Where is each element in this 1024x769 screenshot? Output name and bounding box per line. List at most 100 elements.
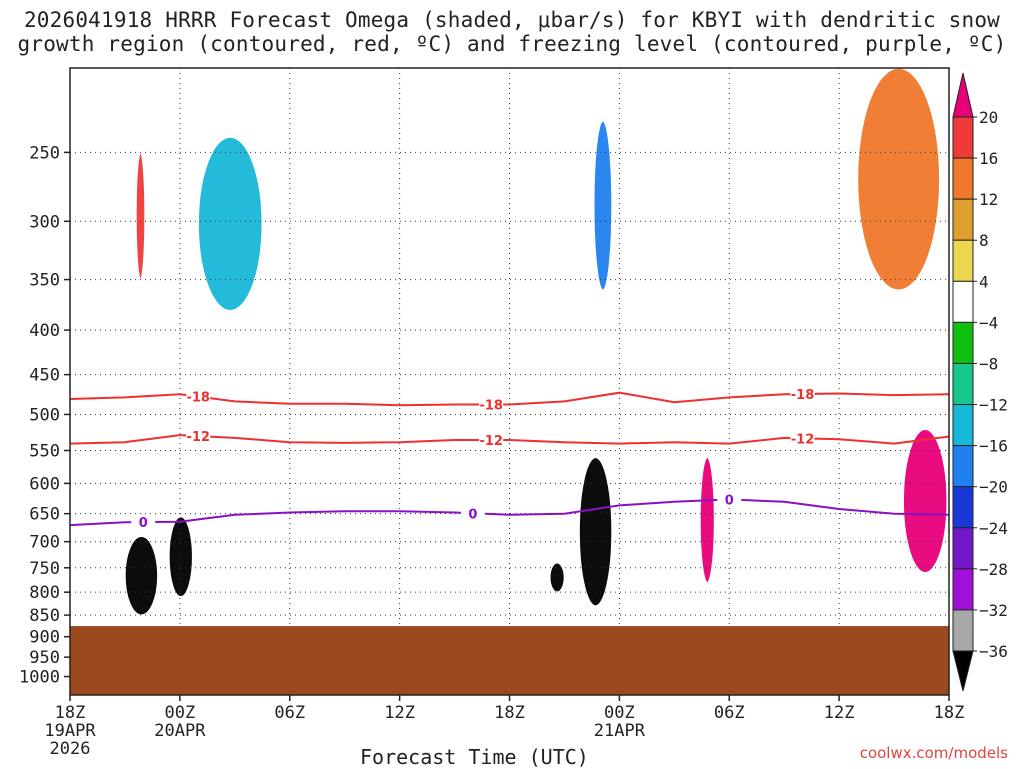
colorbar-label-5: −4 xyxy=(979,313,998,332)
y-tick-label-300: 300 xyxy=(29,212,60,232)
contour-label-1-1: -12 xyxy=(479,434,503,449)
contour-label-2-2: 0 xyxy=(725,493,734,508)
x-tick-label-18: 12Z xyxy=(384,703,415,723)
plot-background xyxy=(70,68,949,695)
colorbar-label-13: −36 xyxy=(979,642,1008,661)
omega-cell-4 xyxy=(135,151,146,281)
y-tick-label-1000: 1000 xyxy=(19,668,60,688)
colorbar-box-8 xyxy=(952,445,974,488)
x-tick-label-24: 18Z xyxy=(494,703,525,723)
colorbar-label-11: −28 xyxy=(979,560,1008,579)
colorbar-box-6 xyxy=(952,362,974,406)
terrain-below-ground xyxy=(70,626,949,695)
contour-label-bg-2-2 xyxy=(717,492,742,507)
colorbar-label-2: 12 xyxy=(979,190,998,209)
contour-label-bg-0-2 xyxy=(790,387,815,402)
contour-label-bg-0-0 xyxy=(186,389,211,404)
colorbar-over-triangle xyxy=(952,72,974,118)
colorbar-label-12: −32 xyxy=(979,601,1008,620)
y-tick-label-500: 500 xyxy=(29,405,60,425)
y-tick-label-450: 450 xyxy=(29,366,60,386)
y-tick-label-800: 800 xyxy=(29,583,60,603)
colorbar-box-0 xyxy=(952,116,974,159)
omega-cell-6 xyxy=(902,428,948,574)
chart-title-line2: growth region (contoured, red, ºC) and f… xyxy=(17,32,1007,56)
omega-cell-2 xyxy=(549,561,566,593)
contours: -18 -18 -18 -12 -12 -12 0 0 0 xyxy=(70,387,949,531)
colorbar-box-4 xyxy=(952,280,974,323)
colorbar-under-triangle xyxy=(952,650,974,692)
x-tick-label-48: 18Z xyxy=(934,703,965,723)
omega-cell-7 xyxy=(856,68,941,291)
y-tick-label-650: 650 xyxy=(29,505,60,525)
omega-cell-1 xyxy=(168,515,194,598)
colorbar-box-11 xyxy=(952,568,974,611)
omega-cell-9 xyxy=(592,120,613,292)
x-tick-label-36: 06Z xyxy=(714,703,745,723)
omega-shading xyxy=(124,68,948,616)
colorbar-box-10 xyxy=(952,527,974,570)
x-tick-year-0: 2026 xyxy=(50,739,91,759)
omega-cell-0 xyxy=(124,535,159,616)
colorbar: 20 16 12 8 4 −4 −8 −12 −16 −20 −24 −28 −32 −36 xyxy=(952,72,1008,692)
omega-cell-5 xyxy=(699,456,716,584)
omega-cell-3 xyxy=(578,456,613,607)
contour-label-0-0: -18 xyxy=(186,391,210,406)
y-tick-label-550: 550 xyxy=(29,442,60,462)
x-tick-label-6: 00Z xyxy=(165,703,196,723)
colorbar-label-1: 16 xyxy=(979,149,998,168)
colorbar-label-0: 20 xyxy=(979,108,998,127)
colorbar-label-8: −16 xyxy=(979,437,1008,456)
contour-label-1-0: -12 xyxy=(186,430,210,445)
omega-cell-8 xyxy=(197,136,264,312)
colorbar-box-5 xyxy=(952,321,974,364)
colorbar-box-12 xyxy=(952,609,974,652)
contour-label-0-1: -18 xyxy=(479,399,503,414)
y-tick-label-400: 400 xyxy=(29,321,60,341)
contour-label-bg-2-1 xyxy=(460,506,485,521)
x-axis-title: Forecast Time (UTC) xyxy=(360,745,589,769)
contour-label-0-2: -18 xyxy=(791,388,815,403)
x-tick-date-6: 20APR xyxy=(154,721,206,741)
chart-title-line1: 2026041918 HRRR Forecast Omega (shaded, … xyxy=(23,8,1001,32)
colorbar-box-9 xyxy=(952,486,974,529)
x-tick-label-30: 00Z xyxy=(604,703,635,723)
contour-label-bg-2-0 xyxy=(131,515,156,530)
x-tick-date-0: 19APR xyxy=(44,721,96,741)
x-tick-label-0: 18Z xyxy=(55,703,86,723)
contour-label-bg-1-0 xyxy=(186,429,211,444)
y-tick-label-600: 600 xyxy=(29,474,60,494)
y-tick-label-950: 950 xyxy=(29,648,60,668)
colorbar-box-2 xyxy=(952,198,974,241)
colorbar-label-10: −24 xyxy=(979,519,1008,538)
colorbar-label-4: 4 xyxy=(979,272,989,291)
contour-label-2-0: 0 xyxy=(139,516,148,531)
y-tick-label-750: 750 xyxy=(29,559,60,579)
y-tick-label-700: 700 xyxy=(29,533,60,553)
contour-label-bg-0-1 xyxy=(479,397,504,412)
credit-link[interactable]: coolwx.com/models xyxy=(859,744,1008,762)
colorbar-box-1 xyxy=(952,157,974,200)
contour-line-2 xyxy=(70,498,949,527)
contour-label-bg-1-1 xyxy=(479,433,504,448)
contour-label-1-2: -12 xyxy=(791,432,815,447)
y-axis: 2503003504004505005506006507007508008509… xyxy=(19,143,70,688)
colorbar-label-3: 8 xyxy=(979,231,989,250)
colorbar-box-3 xyxy=(952,239,974,282)
plot-area: -18 -18 -18 -12 -12 -12 0 0 0 xyxy=(70,68,949,695)
y-tick-label-850: 850 xyxy=(29,606,60,626)
y-tick-label-350: 350 xyxy=(29,271,60,291)
y-tick-label-900: 900 xyxy=(29,628,60,648)
contour-label-bg-1-2 xyxy=(790,431,815,446)
y-tick-label-250: 250 xyxy=(29,143,60,163)
contour-label-2-1: 0 xyxy=(468,507,477,522)
x-tick-date-30: 21APR xyxy=(594,721,646,741)
x-tick-label-42: 12Z xyxy=(824,703,855,723)
colorbar-label-9: −20 xyxy=(979,478,1008,497)
colorbar-label-6: −8 xyxy=(979,354,998,373)
x-tick-label-12: 06Z xyxy=(274,703,305,723)
colorbar-box-7 xyxy=(952,404,974,447)
colorbar-label-7: −12 xyxy=(979,396,1008,415)
